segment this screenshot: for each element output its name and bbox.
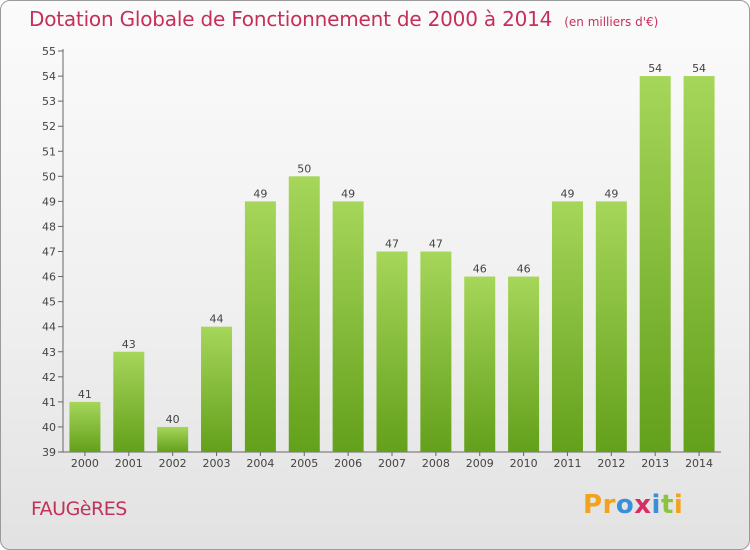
bar-2011 [551, 201, 583, 452]
y-tick-label: 50 [42, 170, 56, 183]
chart-title: Dotation Globale de Fonctionnement de 20… [29, 7, 553, 31]
value-label-2009: 46 [473, 263, 487, 276]
chart-title-row: Dotation Globale de Fonctionnement de 20… [29, 7, 658, 31]
y-tick-label: 45 [42, 296, 56, 309]
y-tick-label: 49 [42, 195, 56, 208]
x-tick-label: 2014 [685, 457, 713, 470]
value-label-2008: 47 [429, 238, 443, 251]
y-tick-label: 55 [42, 45, 56, 58]
chart-unit-label: (en milliers d'€) [564, 15, 659, 29]
x-tick-label: 2001 [115, 457, 143, 470]
value-label-2012: 49 [604, 187, 618, 200]
y-tick-label: 47 [42, 246, 56, 259]
x-tick-label: 2000 [71, 457, 99, 470]
y-tick-label: 40 [42, 421, 56, 434]
x-tick-label: 2010 [510, 457, 538, 470]
value-label-2002: 40 [166, 413, 180, 426]
x-tick-label: 2004 [246, 457, 274, 470]
x-axis: 2000 2001 2002 2003 2004 2005 2006 2007 2008 2009… [63, 451, 721, 470]
y-tick-label: 54 [42, 70, 56, 83]
value-label-2010: 46 [517, 263, 531, 276]
x-tick-label: 2006 [334, 457, 362, 470]
y-tick-label: 41 [42, 396, 56, 409]
value-label-2005: 50 [297, 162, 311, 175]
bar-2005 [288, 176, 320, 452]
y-tick-label: 43 [42, 346, 56, 359]
bar-2007 [376, 251, 408, 452]
bar-2009 [464, 276, 496, 452]
value-label-2011: 49 [560, 187, 574, 200]
bar-2002 [157, 426, 189, 452]
value-label-2013: 54 [648, 62, 662, 75]
value-label-2007: 47 [385, 238, 399, 251]
value-label-2001: 43 [122, 338, 136, 351]
bar-2014 [683, 76, 715, 452]
x-tick-label: 2011 [553, 457, 581, 470]
value-label-2003: 44 [210, 313, 224, 326]
x-tick-label: 2009 [466, 457, 494, 470]
x-tick-label: 2012 [597, 457, 625, 470]
y-tick-label: 52 [42, 120, 56, 133]
bar-2004 [244, 201, 276, 452]
x-tick-label: 2005 [290, 457, 318, 470]
y-tick-label: 46 [42, 271, 56, 284]
x-tick-label: 2013 [641, 457, 669, 470]
x-tick-label: 2007 [378, 457, 406, 470]
x-tick-label: 2003 [203, 457, 231, 470]
bar-2012 [595, 201, 627, 452]
y-tick-label: 42 [42, 371, 56, 384]
bar-2008 [420, 251, 452, 452]
bar-2013 [639, 76, 671, 452]
bar-2003 [201, 326, 233, 452]
commune-name: FAUGèRES [31, 498, 127, 520]
x-tick-label: 2008 [422, 457, 450, 470]
bar-2006 [332, 201, 364, 452]
y-tick-label: 39 [42, 446, 56, 459]
y-axis: 39 40 41 42 43 44 45 46 47 48 49 50 51 52 53 54 55 [42, 45, 64, 459]
value-label-2004: 49 [253, 187, 267, 200]
bar-2000 [69, 401, 101, 452]
x-tick-label: 2002 [159, 457, 187, 470]
value-labels: 41 43 40 44 49 50 49 47 47 46 46 49 49 54 54 [78, 62, 706, 426]
y-tick-label: 51 [42, 145, 56, 158]
y-tick-label: 53 [42, 95, 56, 108]
y-tick-label: 48 [42, 220, 56, 233]
value-label-2006: 49 [341, 187, 355, 200]
bars [69, 76, 715, 452]
bar-2010 [508, 276, 540, 452]
proxiti-logo[interactable]: Proxiti [583, 490, 684, 520]
value-label-2014: 54 [692, 62, 706, 75]
y-tick-label: 44 [42, 321, 56, 334]
value-label-2000: 41 [78, 388, 92, 401]
bar-2001 [113, 351, 145, 452]
